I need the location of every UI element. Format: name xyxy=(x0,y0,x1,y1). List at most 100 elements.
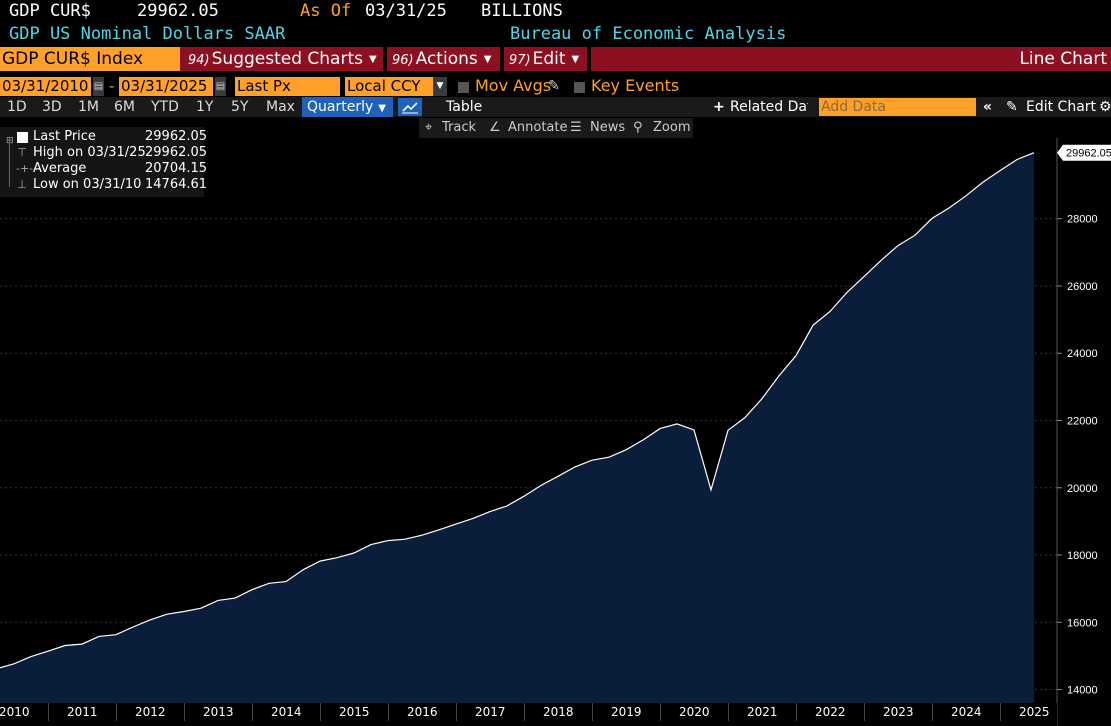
period-3d[interactable]: 3D xyxy=(42,99,62,115)
chevron-down-icon: ▼ xyxy=(368,54,377,65)
crosshair-icon: ⌖ xyxy=(425,120,433,135)
collapse-icon[interactable]: « xyxy=(983,99,993,115)
header-last-value: 29962.05 xyxy=(137,1,219,21)
x-tick-separator xyxy=(524,703,525,721)
legend-high-label: High on 03/31/25 xyxy=(33,145,146,160)
track-tool[interactable]: Track xyxy=(442,120,477,135)
menu-divider xyxy=(383,47,387,71)
x-tick-separator xyxy=(388,703,389,721)
area-fill xyxy=(0,152,1034,703)
y-tick-label: 26000 xyxy=(1067,281,1098,293)
legend-last-value: 29962.05 xyxy=(145,129,208,144)
x-tick-separator xyxy=(48,703,49,721)
suggested-charts-menu[interactable]: 94) Suggested Charts ▼ xyxy=(188,47,377,71)
edit-menu[interactable]: 97) Edit ▼ xyxy=(509,47,579,71)
frequency-select[interactable]: Quarterly ▼ xyxy=(302,97,393,117)
x-tick-label: 2025 xyxy=(1019,705,1050,719)
mov-avgs-label[interactable]: Mov Avgs xyxy=(475,76,552,95)
field-select[interactable]: Last Px xyxy=(235,77,340,96)
y-tick-label: 28000 xyxy=(1067,214,1098,226)
x-tick-label: 2013 xyxy=(203,705,234,719)
x-tick-label: 2019 xyxy=(611,705,642,719)
security-header: GDP CUR$ 29962.05 As Of 03/31/25 BILLION… xyxy=(0,0,1111,23)
chevron-down-icon[interactable]: ▼ xyxy=(433,77,447,96)
last-price-tag-label: 29962.05 xyxy=(1066,148,1111,160)
header-as-of-label: As Of xyxy=(300,1,352,21)
suggested-num: 94) xyxy=(188,53,210,68)
y-tick-label: 16000 xyxy=(1067,617,1098,629)
x-tick-label: 2014 xyxy=(271,705,302,719)
header-source: Bureau of Economic Analysis xyxy=(510,24,787,44)
key-events-label[interactable]: Key Events xyxy=(591,76,680,95)
ticker-input[interactable]: GDP CUR$ Index xyxy=(0,47,180,71)
legend-avg-value: 20704.15 xyxy=(145,161,208,176)
high-marker-icon: ⊤ xyxy=(17,146,27,159)
y-tick-label: 24000 xyxy=(1067,348,1098,360)
frequency-label: Quarterly xyxy=(307,99,374,115)
news-tool[interactable]: News xyxy=(590,120,626,135)
line-chart-icon[interactable] xyxy=(398,98,422,116)
x-tick-label: 2010 xyxy=(0,705,30,719)
timeframe-bar: 1D 3D 1M 6M YTD 1Y 5Y Max Quarterly ▼ Tab… xyxy=(0,97,1111,117)
y-tick-label: 18000 xyxy=(1067,550,1098,562)
x-tick-separator xyxy=(116,703,117,721)
key-events-checkbox[interactable] xyxy=(574,82,585,93)
add-data-input[interactable]: Add Data xyxy=(819,98,976,116)
pencil-icon[interactable]: ✎ xyxy=(548,78,560,94)
series-color-swatch[interactable] xyxy=(17,132,28,143)
news-icon: ☰ xyxy=(570,120,582,135)
pencil-icon[interactable]: ✎ xyxy=(1006,99,1018,115)
gear-icon[interactable]: ⚙ xyxy=(1099,99,1111,115)
chevron-down-icon: ▼ xyxy=(483,54,492,65)
period-1y[interactable]: 1Y xyxy=(196,99,214,115)
y-tick-label: 14000 xyxy=(1067,685,1098,697)
x-tick-label: 2012 xyxy=(135,705,166,719)
legend-avg-row: -+- Average 20704.15 xyxy=(0,161,208,177)
calendar-icon[interactable]: ▤ xyxy=(215,77,226,96)
x-tick-label: 2024 xyxy=(951,705,982,719)
header-description: GDP US Nominal Dollars SAAR xyxy=(9,24,286,44)
chart-type-label: Line Chart xyxy=(1019,49,1107,69)
period-max[interactable]: Max xyxy=(266,99,295,115)
mov-avgs-checkbox[interactable] xyxy=(458,82,469,93)
actions-num: 96) xyxy=(392,53,414,68)
zoom-icon: ⚲ xyxy=(633,120,643,135)
x-tick-label: 2020 xyxy=(679,705,710,719)
currency-select[interactable]: Local CCY xyxy=(345,77,433,96)
period-1d[interactable]: 1D xyxy=(7,99,27,115)
table-toggle[interactable]: Table xyxy=(446,99,483,115)
legend-low-label: Low on 03/31/10 xyxy=(33,177,142,192)
header-as-of-date: 03/31/25 xyxy=(365,1,447,21)
legend-connector xyxy=(9,137,10,187)
average-marker-icon: -+- xyxy=(16,162,34,175)
x-tick-separator xyxy=(796,703,797,721)
period-1m[interactable]: 1M xyxy=(78,99,99,115)
x-tick-label: 2011 xyxy=(67,705,98,719)
zoom-tool[interactable]: Zoom xyxy=(653,120,691,135)
x-tick-separator xyxy=(320,703,321,721)
edit-chart-button[interactable]: Edit Chart xyxy=(1026,99,1097,115)
y-tick-label: 20000 xyxy=(1067,483,1098,495)
calendar-icon[interactable]: ▤ xyxy=(93,77,104,96)
x-tick-separator xyxy=(932,703,933,721)
end-date-field[interactable]: 03/31/2025 xyxy=(119,77,213,96)
x-tick-label: 2015 xyxy=(339,705,370,719)
last-price-tag-shape xyxy=(1057,144,1111,161)
related-data-button[interactable]: Related Data xyxy=(730,99,808,115)
start-date-field[interactable]: 03/31/2010 xyxy=(0,77,91,96)
annotate-tool[interactable]: Annotate xyxy=(508,120,568,135)
price-chart[interactable]: 14000 16000 18000 20000 22000 24000 26000 28000… xyxy=(0,138,1111,726)
plus-icon[interactable]: + xyxy=(713,99,725,115)
period-6m[interactable]: 6M xyxy=(114,99,135,115)
x-tick-label: 2023 xyxy=(883,705,914,719)
period-ytd[interactable]: YTD xyxy=(151,99,179,115)
date-separator: - xyxy=(109,77,115,95)
x-tick-label: 2021 xyxy=(747,705,778,719)
legend-high-row: ⊤ High on 03/31/25 29962.05 xyxy=(0,145,207,161)
legend-low-value: 14764.61 xyxy=(145,177,208,192)
actions-menu[interactable]: 96) Actions ▼ xyxy=(392,47,491,71)
period-5y[interactable]: 5Y xyxy=(231,99,249,115)
function-menu-bar: GDP CUR$ Index 94) Suggested Charts ▼ 96) A… xyxy=(0,47,1111,71)
menu-divider xyxy=(587,47,591,71)
x-tick-separator xyxy=(728,703,729,721)
